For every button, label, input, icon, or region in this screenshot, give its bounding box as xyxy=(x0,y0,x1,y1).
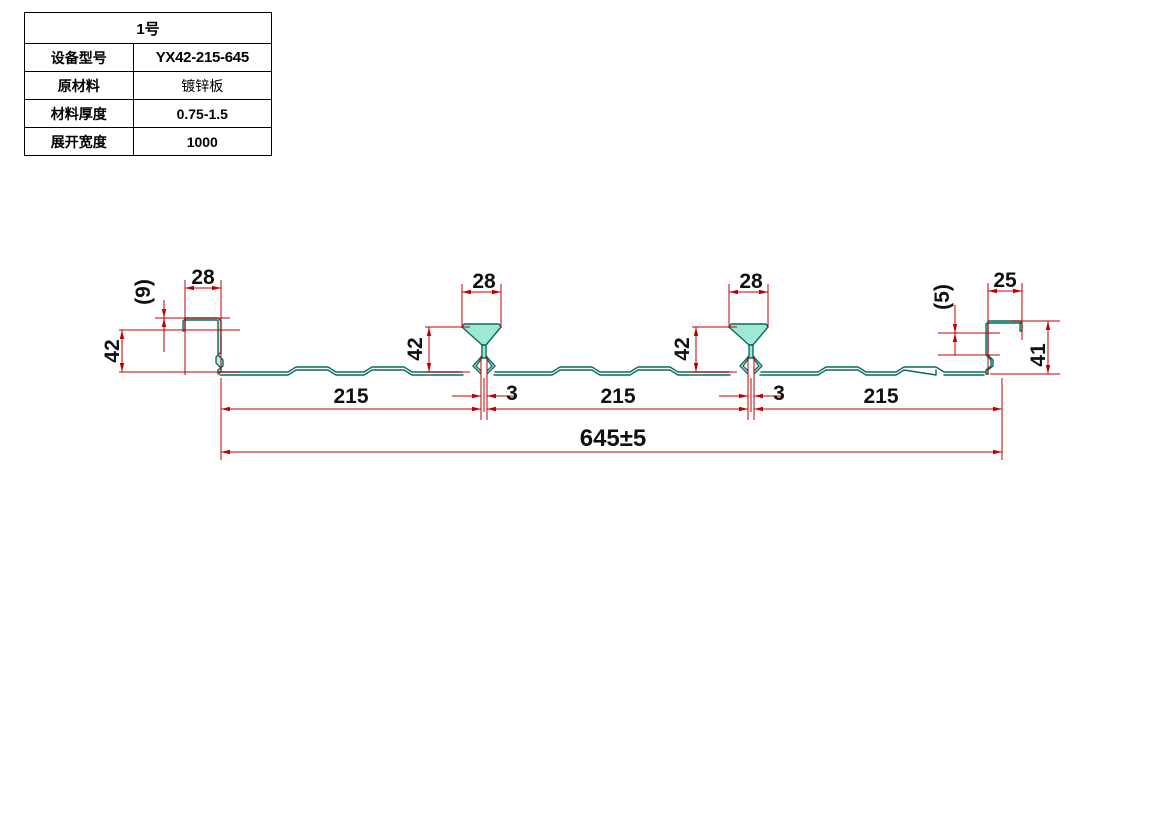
dim-text-overall-width: 645±5 xyxy=(580,425,647,452)
dim-text-rib1-height: 42 xyxy=(404,337,427,360)
spec-table-title: 1号 xyxy=(24,12,272,44)
dim-text-left-return-height: (9) xyxy=(132,279,155,305)
dim-text-rib2-height: 42 xyxy=(671,337,694,360)
spec-label-coil-width: 展开宽度 xyxy=(24,127,134,156)
dim-text-left-flange-width: 28 xyxy=(191,266,215,289)
dimension-annotation-layer xyxy=(119,280,1060,460)
dimension-text-layer: 42 (9) 28 28 42 3 28 42 3 (5) 25 41 215 … xyxy=(101,266,1050,452)
rib-2-diamond-base xyxy=(739,355,763,375)
table-row: 展开宽度 1000 xyxy=(24,127,273,156)
right-edge-upstand xyxy=(985,320,1023,375)
dim-text-pitch-2: 215 xyxy=(600,385,635,408)
spec-table: 1号 设备型号 YX42-215-645 原材料 镀锌板 材料厚度 0.75-1… xyxy=(24,12,273,156)
rib-2-stem xyxy=(748,344,754,359)
dim-text-rib2-top-width: 28 xyxy=(739,270,763,293)
table-row: 设备型号 YX42-215-645 xyxy=(24,43,273,72)
dim-text-rib1-stem-width: 3 xyxy=(506,382,518,405)
spec-label-thickness: 材料厚度 xyxy=(24,99,134,128)
rib-1-stem xyxy=(481,344,487,359)
dim-text-right-return-height: (5) xyxy=(931,284,954,310)
spec-value-coil-width: 1000 xyxy=(132,127,273,156)
spec-value-material: 镀锌板 xyxy=(132,71,273,100)
dim-text-right-web-height: 41 xyxy=(1027,343,1050,367)
dim-text-rib2-stem-width: 3 xyxy=(773,382,785,405)
rib-1-diamond-base xyxy=(472,355,496,375)
left-edge-upstand xyxy=(182,317,224,375)
dim-text-pitch-1: 215 xyxy=(333,385,368,408)
sheet-profile-geometry xyxy=(182,317,1023,376)
spec-value-model: YX42-215-645 xyxy=(132,43,273,72)
pan-deck-profile xyxy=(218,366,986,373)
spec-label-model: 设备型号 xyxy=(24,43,134,72)
pan-deck-profile-inner xyxy=(219,369,985,376)
dim-text-pitch-3: 215 xyxy=(863,385,898,408)
table-row-title: 1号 xyxy=(24,12,272,44)
dim-text-right-flange-width: 25 xyxy=(993,269,1017,292)
table-row: 材料厚度 0.75-1.5 xyxy=(24,99,273,128)
dim-text-rib1-top-width: 28 xyxy=(472,270,496,293)
rib-2 xyxy=(728,323,769,375)
spec-value-thickness: 0.75-1.5 xyxy=(132,99,273,128)
dim-text-left-web-height: 42 xyxy=(101,339,124,362)
